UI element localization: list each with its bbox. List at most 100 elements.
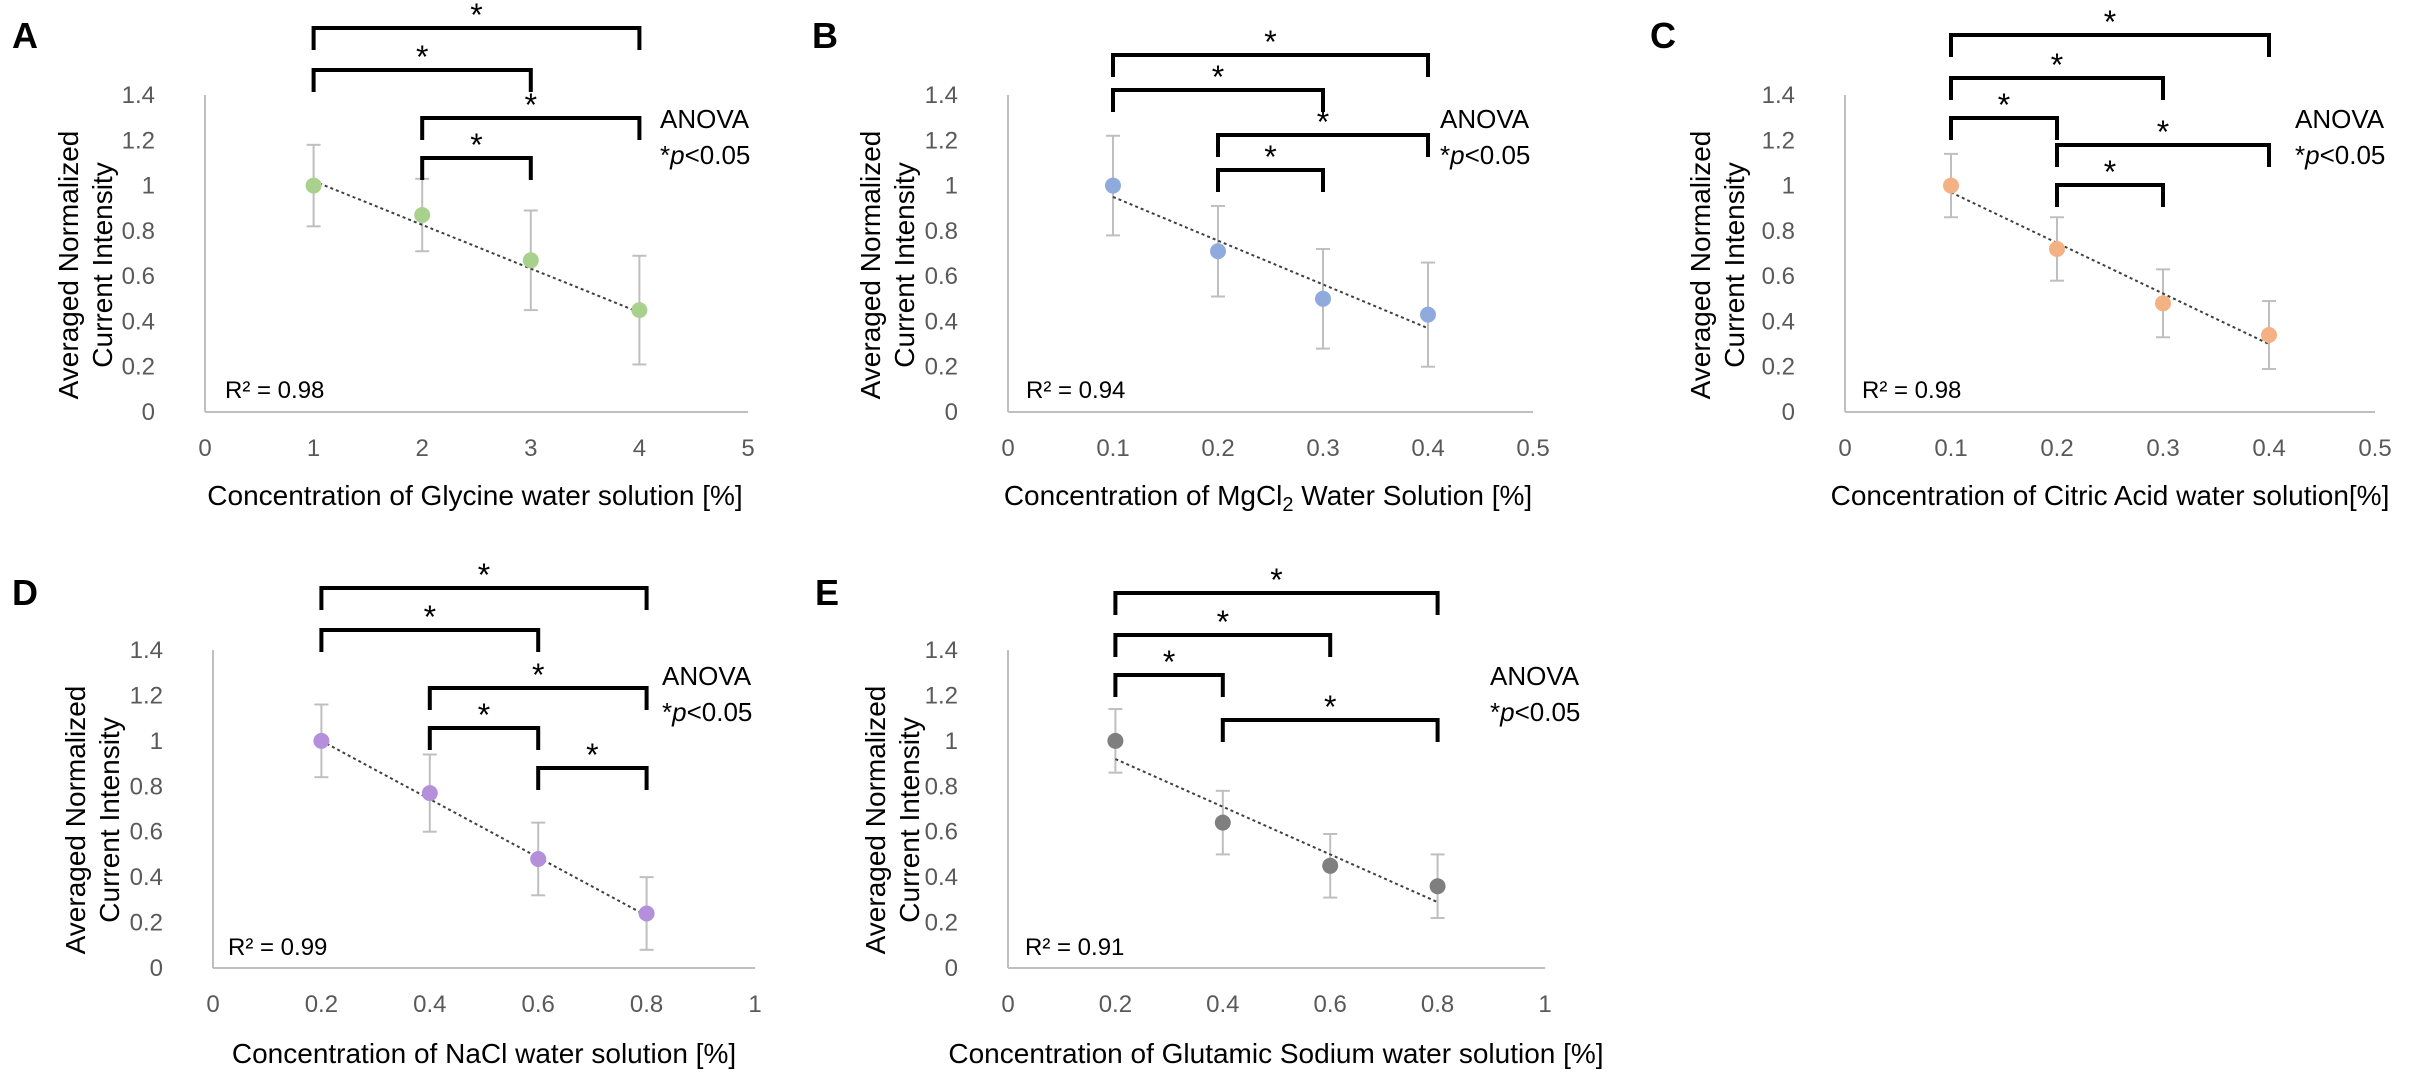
y-tick-label: 1 bbox=[150, 728, 163, 755]
data-point bbox=[530, 850, 547, 867]
y-tick-label: 1.4 bbox=[925, 637, 958, 664]
data-point bbox=[305, 177, 322, 194]
anova-label: ANOVA bbox=[2295, 104, 2385, 134]
y-axis-label-line: Averaged Normalized bbox=[855, 131, 886, 400]
y-tick-label: 1.4 bbox=[122, 82, 155, 109]
x-tick-label: 0.3 bbox=[1306, 435, 1339, 462]
panel-b: B 0 0.1 0.2 0.3 0.4 0.5 0 0.2 0.4 0.6 0.8 1 1.2 1.4 Con… bbox=[812, 15, 1550, 516]
significance-star: * bbox=[2104, 154, 2116, 190]
panel-d: D 0 0.2 0.4 0.6 0.8 1 0 0.2 0.4 0.6 0.8 1 1.2 1.4 Conce… bbox=[12, 557, 762, 1069]
significance-bracket: * bbox=[311, 0, 642, 50]
significance-bracket: * bbox=[536, 737, 649, 790]
y-tick-label: 0 bbox=[1782, 399, 1795, 426]
bracket-line bbox=[1949, 116, 2059, 140]
significance-star: * bbox=[424, 599, 436, 635]
bracket-line bbox=[319, 586, 649, 610]
bracket-line bbox=[1113, 673, 1225, 697]
p-value-label: *p<0.05 bbox=[1490, 697, 1580, 727]
x-tick-label: 0.4 bbox=[413, 991, 446, 1018]
x-axis-label: Concentration of NaCl water solution [%] bbox=[232, 1038, 736, 1069]
significance-star: * bbox=[470, 127, 482, 163]
bracket-line bbox=[1949, 76, 2165, 100]
x-tick-label: 1 bbox=[1538, 991, 1551, 1018]
x-tick-label: 0 bbox=[198, 435, 211, 462]
r-squared-label: R² = 0.99 bbox=[228, 934, 327, 961]
bracket-line bbox=[1949, 33, 2271, 57]
x-tick-label: 0 bbox=[206, 991, 219, 1018]
y-tick-label: 0 bbox=[142, 399, 155, 426]
significance-star: * bbox=[2157, 114, 2169, 150]
x-tick-label: 0.1 bbox=[1096, 435, 1129, 462]
y-tick-label: 0.6 bbox=[1762, 263, 1795, 290]
trend-line bbox=[1112, 195, 1429, 330]
y-tick-label: 0.2 bbox=[130, 910, 163, 937]
r-squared-label: R² = 0.98 bbox=[1862, 377, 1961, 404]
y-tick-label: 1.4 bbox=[130, 637, 163, 664]
panel-c: C 0 0.1 0.2 0.3 0.4 0.5 0 0.2 0.4 0.6 0.8 1 1.2 1.4 Con… bbox=[1650, 4, 2392, 511]
significance-star: * bbox=[586, 737, 598, 773]
data-point bbox=[2049, 240, 2065, 257]
y-tick-label: 0.4 bbox=[122, 308, 155, 335]
r-squared-label: R² = 0.91 bbox=[1025, 934, 1124, 961]
bracket-line bbox=[1113, 633, 1333, 657]
trend-line bbox=[320, 739, 648, 917]
y-tick-label: 1.2 bbox=[122, 127, 155, 154]
y-tick-label: 1.4 bbox=[1762, 82, 1795, 109]
data-point bbox=[1214, 814, 1231, 831]
x-tick-label: 0.5 bbox=[1516, 435, 1549, 462]
y-tick-label: 0 bbox=[945, 399, 958, 426]
significance-star: * bbox=[1163, 644, 1175, 680]
data-point bbox=[631, 302, 648, 319]
x-tick-label: 0 bbox=[1838, 435, 1851, 462]
x-tick-label: 0.5 bbox=[2358, 435, 2391, 462]
significance-bracket: * bbox=[1949, 4, 2271, 57]
panel-a: A 0 1 2 3 4 5 0 0.2 0.4 0.6 0.8 1 1.2 1.4 Concentration… bbox=[12, 0, 755, 511]
bracket-line bbox=[420, 116, 642, 140]
x-axis-label-subscript: 2 bbox=[1282, 494, 1293, 516]
x-tick-label: 0.3 bbox=[2146, 435, 2179, 462]
r-squared-label: R² = 0.98 bbox=[225, 377, 324, 404]
trend-line bbox=[1950, 191, 2270, 345]
significance-star: * bbox=[1217, 604, 1229, 640]
data-point bbox=[1105, 177, 1121, 194]
bracket-line bbox=[1113, 591, 1440, 615]
significance-bracket: * bbox=[319, 557, 649, 610]
significance-bracket: * bbox=[311, 39, 533, 92]
p-value-italic: p bbox=[669, 140, 684, 170]
p-value-label: *p<0.05 bbox=[2295, 140, 2385, 170]
significance-star: * bbox=[2051, 47, 2063, 83]
x-tick-label: 0.4 bbox=[2252, 435, 2285, 462]
y-tick-label: 0.4 bbox=[925, 308, 958, 335]
p-value-prefix: * bbox=[662, 697, 672, 727]
y-axis-label: Averaged Normalized Current Intensity bbox=[860, 686, 925, 955]
x-axis-label: Concentration of MgCl2 Water Solution [%… bbox=[1004, 480, 1532, 516]
y-tick-label: 0.6 bbox=[122, 263, 155, 290]
y-axis-label: Averaged Normalized Current Intensity bbox=[1685, 131, 1750, 400]
r-squared-label: R² = 0.94 bbox=[1026, 377, 1125, 404]
y-tick-label: 0 bbox=[150, 955, 163, 982]
y-tick-label: 0.2 bbox=[925, 910, 958, 937]
x-axis-label-part: Water Solution [%] bbox=[1294, 480, 1533, 511]
significance-star: * bbox=[1264, 24, 1276, 60]
significance-star: * bbox=[478, 557, 490, 593]
bracket-line bbox=[311, 26, 642, 50]
y-axis-label: Averaged Normalized Current Intensity bbox=[855, 131, 920, 400]
x-axis-label-part: Concentration of MgCl bbox=[1004, 480, 1283, 511]
x-tick-label: 1 bbox=[307, 435, 320, 462]
panel-letter: E bbox=[815, 572, 839, 613]
bracket-line bbox=[2055, 143, 2271, 167]
bracket-line bbox=[536, 766, 649, 790]
anova-label: ANOVA bbox=[1490, 661, 1580, 691]
y-tick-label: 0.8 bbox=[122, 218, 155, 245]
bracket-line bbox=[1111, 88, 1325, 112]
y-axis-label-line: Current Intensity bbox=[87, 162, 118, 367]
bracket-line bbox=[1216, 168, 1325, 192]
y-tick-label: 0 bbox=[945, 955, 958, 982]
significance-star: * bbox=[1324, 689, 1336, 725]
y-axis-label-line: Averaged Normalized bbox=[60, 686, 91, 955]
p-value-italic: p bbox=[671, 697, 686, 727]
x-tick-label: 0.1 bbox=[1934, 435, 1967, 462]
x-tick-label: 0.2 bbox=[2040, 435, 2073, 462]
y-axis-label-line: Current Intensity bbox=[94, 717, 125, 922]
p-value-prefix: * bbox=[1490, 697, 1500, 727]
